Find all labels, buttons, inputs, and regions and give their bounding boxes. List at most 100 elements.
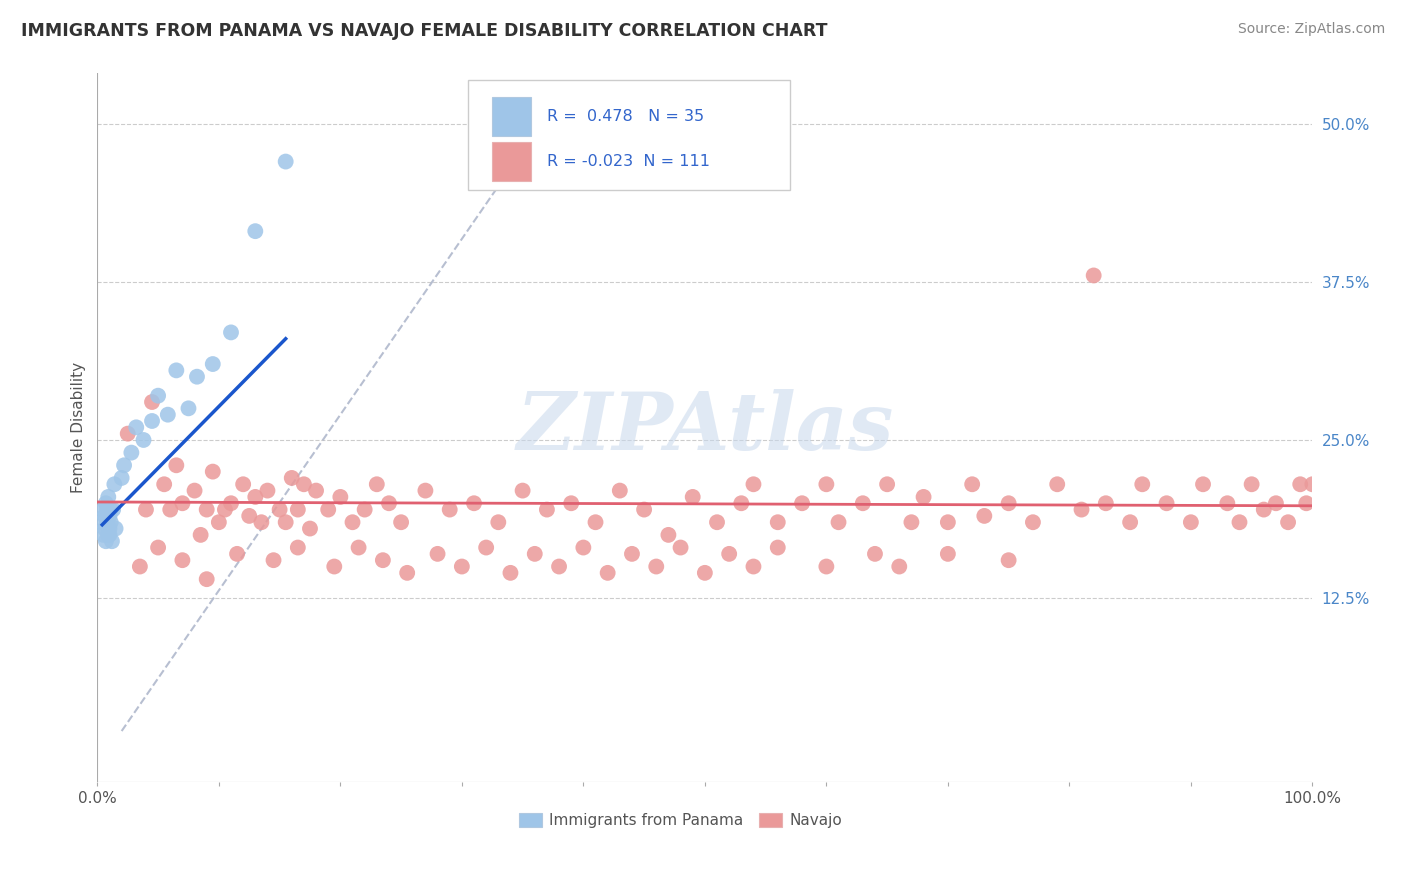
Point [1156, 496, 1178, 510]
Point [682, 490, 704, 504]
Point [201, 465, 224, 479]
Point [94, 496, 117, 510]
Point [177, 401, 200, 416]
Point [232, 477, 254, 491]
Point [190, 528, 212, 542]
Point [101, 502, 124, 516]
Point [93, 522, 115, 536]
Point [186, 369, 208, 384]
Point [997, 496, 1019, 510]
Point [718, 547, 741, 561]
Point [378, 496, 401, 510]
Legend: Immigrants from Panama, Navajo: Immigrants from Panama, Navajo [513, 807, 848, 834]
Point [742, 477, 765, 491]
Point [1295, 496, 1317, 510]
Point [1289, 477, 1312, 491]
Point [316, 502, 339, 516]
Point [97, 490, 120, 504]
Point [815, 477, 838, 491]
Point [97, 528, 120, 542]
Point [620, 547, 643, 561]
Point [269, 502, 291, 516]
Point [98, 528, 121, 542]
Point [256, 483, 278, 498]
Point [876, 477, 898, 491]
Point [852, 496, 875, 510]
Point [98, 508, 121, 523]
Point [298, 522, 321, 536]
FancyBboxPatch shape [468, 80, 790, 190]
Point [706, 515, 728, 529]
Point [305, 483, 328, 498]
Point [1130, 477, 1153, 491]
Point [100, 502, 122, 516]
Point [93, 528, 115, 542]
Point [165, 458, 187, 473]
Point [93, 508, 115, 523]
Point [1083, 268, 1105, 283]
Point [135, 502, 157, 516]
Point [96, 502, 118, 516]
Point [125, 420, 148, 434]
Point [396, 566, 419, 580]
Point [146, 389, 169, 403]
Point [645, 559, 668, 574]
Point [91, 515, 114, 529]
Point [159, 502, 181, 516]
Point [499, 566, 522, 580]
Text: R =  0.478   N = 35: R = 0.478 N = 35 [547, 110, 704, 124]
Point [742, 559, 765, 574]
Point [609, 483, 631, 498]
Point [1277, 515, 1299, 529]
Point [245, 490, 267, 504]
Point [120, 445, 142, 459]
Point [1301, 477, 1323, 491]
Point [238, 508, 260, 523]
Point [274, 515, 297, 529]
Point [117, 426, 139, 441]
Point [347, 541, 370, 555]
Point [389, 515, 412, 529]
Point [342, 515, 364, 529]
Y-axis label: Female Disability: Female Disability [72, 362, 86, 493]
Point [973, 508, 995, 523]
Point [128, 559, 150, 574]
Text: ZIPAtlas: ZIPAtlas [516, 389, 894, 466]
Point [415, 483, 437, 498]
Point [146, 541, 169, 555]
Point [450, 559, 472, 574]
Point [572, 541, 595, 555]
Point [226, 547, 249, 561]
Point [292, 477, 315, 491]
Point [156, 408, 179, 422]
Point [132, 433, 155, 447]
Point [98, 522, 121, 536]
Point [463, 496, 485, 510]
Point [997, 553, 1019, 567]
Point [827, 515, 849, 529]
Point [287, 541, 309, 555]
Point [94, 534, 117, 549]
Point [195, 502, 218, 516]
Point [153, 477, 176, 491]
Point [214, 502, 236, 516]
Point [548, 559, 571, 574]
FancyBboxPatch shape [492, 142, 531, 181]
Point [1180, 515, 1202, 529]
Point [766, 515, 789, 529]
Point [172, 553, 194, 567]
Point [936, 547, 959, 561]
Point [323, 559, 346, 574]
Point [1022, 515, 1045, 529]
Point [353, 502, 375, 516]
Point [730, 496, 752, 510]
Text: IMMIGRANTS FROM PANAMA VS NAVAJO FEMALE DISABILITY CORRELATION CHART: IMMIGRANTS FROM PANAMA VS NAVAJO FEMALE … [21, 22, 828, 40]
Point [329, 490, 352, 504]
Point [103, 477, 125, 491]
Point [287, 502, 309, 516]
Point [100, 515, 122, 529]
Point [633, 502, 655, 516]
Point [219, 496, 242, 510]
Point [560, 496, 582, 510]
Point [536, 502, 558, 516]
